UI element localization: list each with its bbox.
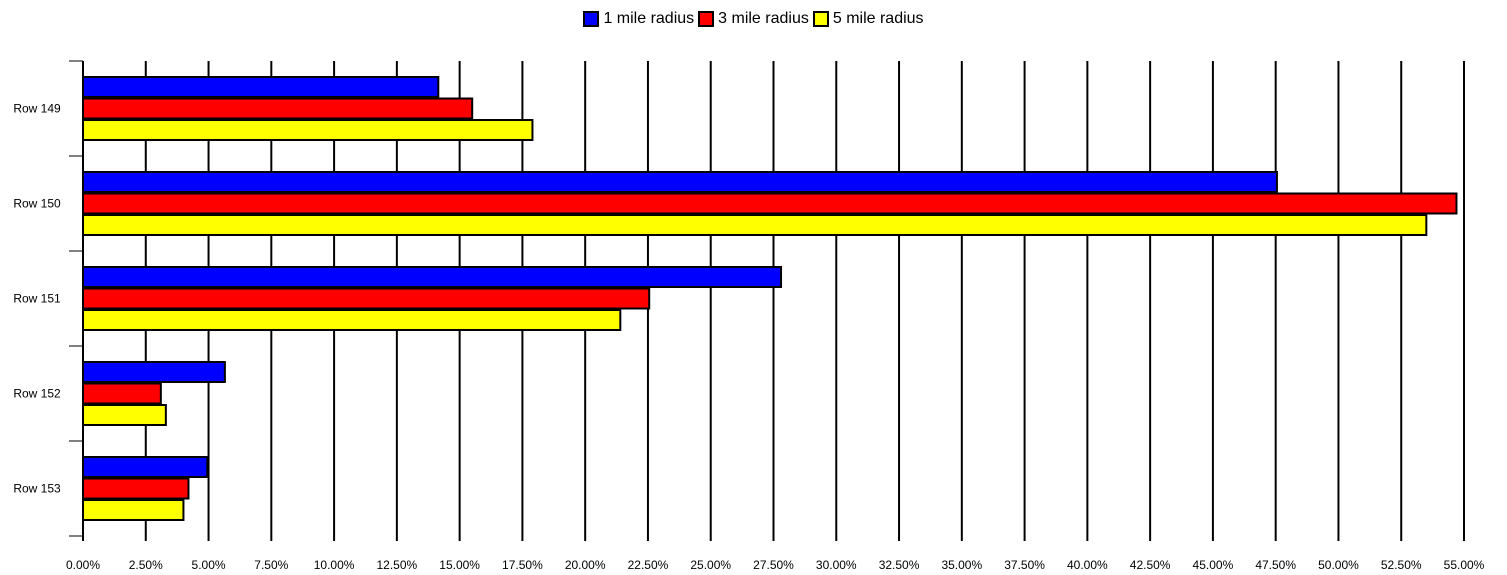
bar xyxy=(82,404,167,426)
legend-swatch-1-mile xyxy=(583,11,600,27)
bar xyxy=(82,456,209,478)
y-category-label: Row 150 xyxy=(13,197,61,211)
x-tick-label: 15.00% xyxy=(439,558,480,572)
x-tick-label: 25.00% xyxy=(690,558,731,572)
bar xyxy=(82,192,1458,215)
legend-swatch-5-mile xyxy=(812,11,829,27)
x-tick-label: 50.00% xyxy=(1318,558,1359,572)
x-tick-label: 5.00% xyxy=(192,558,226,572)
x-tick-label: 10.00% xyxy=(314,558,355,572)
bar xyxy=(82,287,651,310)
x-tick-label: 27.50% xyxy=(753,558,794,572)
bar xyxy=(82,76,440,98)
x-tick-label: 17.50% xyxy=(502,558,543,572)
x-tick-label: 45.00% xyxy=(1193,558,1234,572)
x-tick-label: 2.50% xyxy=(129,558,163,572)
legend-swatch-3-mile xyxy=(698,11,715,27)
x-tick-label: 52.50% xyxy=(1381,558,1422,572)
legend-item-1-mile: 1 mile radius xyxy=(583,10,694,28)
legend-item-3-mile: 3 mile radius xyxy=(698,10,809,28)
legend-label-5-mile: 5 mile radius xyxy=(832,10,924,27)
bar xyxy=(82,266,783,288)
x-tick-label: 20.00% xyxy=(565,558,606,572)
x-tick-label: 0.00% xyxy=(66,558,100,572)
bar xyxy=(82,382,162,405)
bar xyxy=(82,171,1278,193)
y-category-label: Row 153 xyxy=(13,482,61,496)
bar xyxy=(82,97,474,120)
bar xyxy=(82,309,622,331)
y-category-label: Row 152 xyxy=(13,387,61,401)
bar xyxy=(82,499,185,521)
bar xyxy=(82,214,1428,236)
x-tick-label: 37.50% xyxy=(1004,558,1045,572)
x-tick-label: 32.50% xyxy=(879,558,920,572)
legend: 1 mile radius 3 mile radius 5 mile radiu… xyxy=(0,8,1507,30)
x-tick-label: 55.00% xyxy=(1444,558,1485,572)
x-tick-label: 35.00% xyxy=(941,558,982,572)
bar xyxy=(82,119,534,141)
legend-label-3-mile: 3 mile radius xyxy=(718,10,809,27)
x-tick-label: 42.50% xyxy=(1130,558,1171,572)
y-category-label: Row 151 xyxy=(13,292,61,306)
x-tick-label: 30.00% xyxy=(816,558,857,572)
legend-label-1-mile: 1 mile radius xyxy=(603,10,695,27)
x-tick-label: 22.50% xyxy=(628,558,669,572)
x-tick-label: 7.50% xyxy=(254,558,288,572)
x-tick-label: 12.50% xyxy=(377,558,418,572)
bar xyxy=(82,361,226,383)
x-tick-label: 47.50% xyxy=(1255,558,1296,572)
legend-item-5-mile: 5 mile radius xyxy=(812,10,924,28)
y-category-label: Row 149 xyxy=(13,102,61,116)
bar xyxy=(82,477,190,500)
x-tick-label: 40.00% xyxy=(1067,558,1108,572)
